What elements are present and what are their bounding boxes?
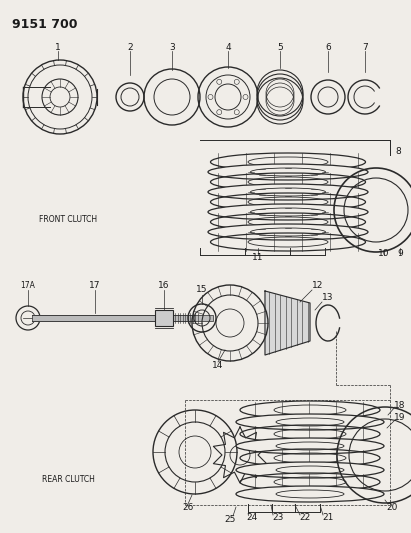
Bar [155,310,173,326]
Text: 17: 17 [89,280,101,289]
Text: 7: 7 [362,43,368,52]
Text: 22: 22 [299,513,311,522]
Text: 5: 5 [277,43,283,52]
Text: 21: 21 [322,513,334,522]
Text: 9: 9 [397,248,403,257]
Ellipse shape [208,204,368,220]
Text: 12: 12 [312,280,324,289]
Text: 1: 1 [55,43,61,52]
Bar [32,315,213,321]
Ellipse shape [208,224,368,240]
Text: 17A: 17A [21,280,35,289]
Text: 11: 11 [252,254,264,262]
Ellipse shape [208,184,368,200]
Text: FRONT CLUTCH: FRONT CLUTCH [39,215,97,224]
Ellipse shape [236,462,384,478]
Text: 2: 2 [127,43,133,52]
Ellipse shape [236,414,384,430]
Ellipse shape [236,438,384,454]
Text: 9151 700: 9151 700 [12,18,78,31]
Ellipse shape [236,486,384,502]
Ellipse shape [208,164,368,180]
Text: 25: 25 [224,515,236,524]
Polygon shape [265,291,310,355]
Text: 16: 16 [158,280,170,289]
Text: 8: 8 [395,148,401,157]
Text: 24: 24 [246,513,258,522]
Text: REAR CLUTCH: REAR CLUTCH [42,475,95,484]
Text: 4: 4 [225,43,231,52]
Text: 15: 15 [196,286,208,295]
Text: 13: 13 [322,294,334,303]
Text: 20: 20 [386,504,398,513]
Text: 26: 26 [182,504,194,513]
Text: 23: 23 [272,513,284,522]
Text: 6: 6 [325,43,331,52]
Text: 18: 18 [394,400,406,409]
Text: 19: 19 [394,414,406,423]
Text: 14: 14 [212,360,224,369]
Text: 10: 10 [378,248,390,257]
Text: 3: 3 [169,43,175,52]
